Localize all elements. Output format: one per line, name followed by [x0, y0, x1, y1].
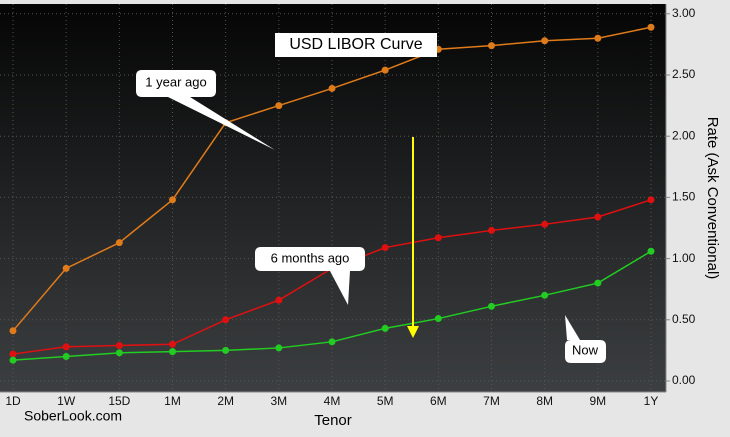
data-point	[115, 341, 123, 349]
data-point	[647, 196, 655, 204]
data-point	[594, 213, 602, 221]
callout	[255, 247, 365, 305]
data-point	[9, 327, 17, 335]
x-axis-label: Tenor	[314, 412, 352, 429]
x-tick-label: 3M	[270, 394, 287, 408]
data-point	[381, 66, 389, 74]
y-tick-label: 2.00	[672, 128, 696, 142]
data-point	[647, 247, 655, 255]
data-point	[115, 239, 123, 247]
data-point	[169, 348, 176, 356]
data-point	[328, 338, 336, 346]
x-tick-label: 2M	[217, 394, 234, 408]
data-point	[488, 42, 495, 50]
data-point	[222, 346, 230, 354]
data-point	[169, 340, 176, 348]
y-axis-label: Rate (Ask Conventional)	[704, 117, 721, 280]
watermark: SoberLook.com	[24, 408, 122, 424]
annotation: Now	[572, 342, 599, 357]
data-point	[115, 349, 123, 357]
data-point	[62, 353, 70, 361]
title-box	[275, 33, 437, 57]
data-point	[9, 356, 17, 364]
data-point	[434, 234, 442, 242]
x-tick-label: 1D	[5, 394, 21, 408]
data-point	[9, 350, 17, 358]
plot-area	[0, 4, 666, 392]
annotation: 1 year ago	[145, 74, 206, 89]
annotation: 6 months ago	[271, 250, 350, 265]
chart-title: USD LIBOR Curve	[289, 36, 422, 53]
data-point	[62, 264, 70, 272]
x-tick-label: 8M	[536, 394, 553, 408]
x-tick-label: 1M	[164, 394, 181, 408]
data-point	[275, 344, 283, 352]
data-point	[541, 291, 549, 299]
callout	[565, 315, 606, 363]
data-point	[275, 296, 283, 304]
data-point	[381, 244, 389, 252]
data-point	[328, 84, 336, 92]
x-tick-label: 1Y	[644, 394, 659, 408]
data-point	[434, 315, 442, 323]
data-point	[541, 220, 549, 228]
data-point	[541, 37, 549, 45]
data-point	[62, 343, 70, 351]
x-tick-label: 5M	[377, 394, 394, 408]
x-tick-label: 7M	[483, 394, 500, 408]
callout	[136, 70, 275, 150]
arrow-head	[407, 326, 419, 338]
series	[9, 23, 655, 364]
y-tick-label: 0.00	[672, 373, 696, 387]
x-tick-label: 1W	[57, 394, 76, 408]
y-tick-label: 0.50	[672, 312, 696, 326]
x-tick-label: 15D	[108, 394, 130, 408]
data-point	[488, 226, 495, 234]
data-point	[381, 324, 389, 332]
data-point	[488, 302, 495, 310]
x-tick-label: 6M	[430, 394, 447, 408]
x-tick-label: 9M	[589, 394, 606, 408]
data-point	[594, 34, 602, 42]
data-point	[169, 196, 176, 204]
data-point	[222, 316, 230, 324]
x-tick-label: 4M	[324, 394, 341, 408]
data-point	[275, 102, 283, 110]
data-point	[594, 279, 602, 287]
data-point	[647, 23, 655, 31]
y-tick-label: 1.50	[672, 190, 696, 204]
y-tick-label: 1.00	[672, 251, 696, 265]
y-tick-label: 3.00	[672, 6, 696, 20]
y-tick-label: 2.50	[672, 67, 696, 81]
